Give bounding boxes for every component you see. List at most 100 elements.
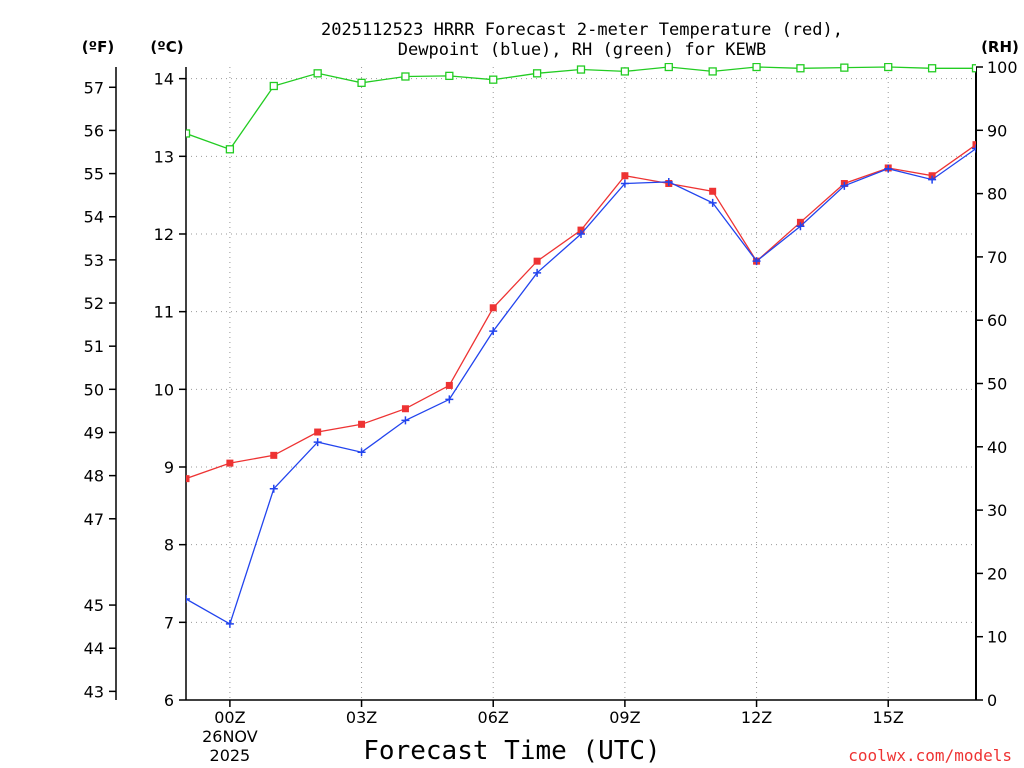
fahrenheit-tick-label-48: 48 — [84, 467, 104, 486]
rh-tick-label-30: 30 — [987, 501, 1007, 520]
rh-point-0 — [186, 129, 191, 138]
rh-point-12 — [708, 67, 717, 76]
rh-point-16 — [884, 63, 893, 72]
rh-point-5 — [401, 72, 410, 81]
rh-tick-label-100: 100 — [987, 58, 1018, 77]
temperature-point-4 — [358, 420, 366, 428]
dewpoint-point-10 — [620, 179, 629, 188]
dewpoint-point-13 — [752, 257, 761, 266]
rh-point-15 — [840, 63, 849, 72]
x-axis-title: Forecast Time (UTC) — [363, 736, 660, 766]
rh-point-4 — [357, 78, 366, 87]
dewpoint-point-5 — [401, 416, 410, 425]
rh-tick-label-50: 50 — [987, 375, 1007, 394]
fahrenheit-tick-label-53: 53 — [84, 251, 104, 270]
fahrenheit-tick-label-47: 47 — [84, 510, 104, 529]
rh-point-17 — [927, 64, 937, 73]
dewpoint-point-0 — [186, 595, 190, 604]
rh-tick-label-0: 0 — [987, 691, 997, 710]
dewpoint-point-9 — [577, 229, 585, 238]
rh-axis-label: (RH) — [981, 38, 1019, 56]
dewpoint-point-8 — [533, 268, 542, 277]
rh-line — [186, 66, 976, 151]
temperature-point-3 — [314, 428, 322, 436]
celsius-tick-label-9: 9 — [164, 458, 174, 477]
rh-tick-label-80: 80 — [987, 185, 1007, 204]
x-tick-label-9: 09Z — [609, 708, 640, 727]
rh-tick-label-40: 40 — [987, 438, 1007, 457]
rh-point-1 — [225, 145, 235, 154]
fahrenheit-tick-label-43: 43 — [84, 682, 104, 701]
temperature-point-19 — [1016, 141, 1023, 148]
rh-point-10 — [620, 67, 630, 76]
celsius-tick-label-8: 8 — [164, 536, 174, 555]
celsius-tick-label-6: 6 — [164, 691, 174, 710]
rh-point-7 — [489, 75, 498, 84]
fahrenheit-tick-label-45: 45 — [84, 596, 104, 615]
fahrenheit-tick-label-49: 49 — [84, 423, 104, 442]
temperature-point-0 — [186, 475, 190, 483]
fahrenheit-axis-label: (ºF) — [82, 38, 114, 56]
rh-point-9 — [576, 65, 586, 74]
rh-point-18 — [971, 64, 976, 73]
dewpoint-point-6 — [445, 395, 454, 404]
rh-point-2 — [269, 81, 278, 91]
dewpoint-point-1 — [225, 619, 234, 628]
dewpoint-point-3 — [313, 438, 322, 447]
fahrenheit-tick-label-56: 56 — [84, 121, 104, 140]
chart-title-line1: 2025112523 HRRR Forecast 2-meter Tempera… — [321, 20, 843, 40]
temperature-point-5 — [401, 405, 409, 413]
rh-point-14 — [796, 64, 805, 73]
x-tick-label-3: 03Z — [346, 708, 377, 727]
series-lines — [186, 63, 1024, 628]
temperature-point-8 — [533, 257, 541, 265]
rh-point-11 — [664, 63, 673, 72]
dewpoint-point-2 — [269, 484, 278, 493]
rh-tick-label-20: 20 — [987, 564, 1007, 583]
x-date-label: 26NOV — [202, 727, 258, 746]
celsius-tick-label-11: 11 — [154, 303, 174, 322]
tick-labels: 6 7 8 9 10 11 12 13 14 43 44 45 47 48 49 50 51 52 53 54 55 56… — [84, 58, 1018, 765]
watermark: coolwx.com/models — [848, 746, 1012, 765]
x-tick-label-0: 00Z — [214, 708, 245, 727]
fahrenheit-tick-label-51: 51 — [84, 337, 104, 356]
dewpoint-point-16 — [884, 164, 893, 173]
chart-title-line2: Dewpoint (blue), RH (green) for KEWB — [398, 40, 766, 60]
axes — [115, 67, 977, 701]
rh-tick-label-60: 60 — [987, 311, 1007, 330]
dewpoint-point-12 — [708, 198, 717, 207]
temperature-line — [186, 144, 976, 480]
dewpoint-line — [186, 147, 976, 625]
temperature-point-7 — [489, 304, 497, 312]
dewpoint-point-7 — [489, 327, 498, 336]
celsius-axis-label: (ºC) — [150, 38, 183, 56]
temperature-point-6 — [445, 381, 453, 389]
dewpoint-point-14 — [796, 222, 805, 231]
x-tick-label-6: 06Z — [478, 708, 509, 727]
x-tick-label-15: 15Z — [873, 708, 904, 727]
temperature-point-10 — [621, 172, 629, 180]
rh-tick-label-90: 90 — [987, 121, 1007, 140]
dewpoint-point-11 — [664, 177, 673, 186]
dewpoint-point-17 — [928, 175, 937, 184]
x-tick-label-12: 12Z — [741, 708, 772, 727]
grid-lines — [186, 67, 976, 700]
rh-tick-label-10: 10 — [987, 628, 1007, 647]
fahrenheit-tick-label-44: 44 — [84, 639, 104, 658]
fahrenheit-tick-label-50: 50 — [84, 380, 104, 399]
celsius-tick-label-13: 13 — [154, 147, 174, 166]
dewpoint-point-19 — [1016, 145, 1024, 153]
fahrenheit-tick-label-55: 55 — [84, 165, 104, 184]
fahrenheit-tick-label-52: 52 — [84, 294, 104, 313]
dewpoint-point-15 — [840, 181, 849, 190]
rh-tick-label-70: 70 — [987, 248, 1007, 267]
rh-point-6 — [445, 71, 454, 81]
x-year-label: 2025 — [210, 746, 251, 765]
fahrenheit-tick-label-54: 54 — [84, 208, 104, 227]
celsius-tick-label-12: 12 — [154, 225, 174, 244]
rh-point-13 — [752, 63, 761, 72]
celsius-tick-label-10: 10 — [154, 380, 174, 399]
dewpoint-point-4 — [357, 448, 366, 457]
series-clip-group — [186, 63, 1024, 628]
